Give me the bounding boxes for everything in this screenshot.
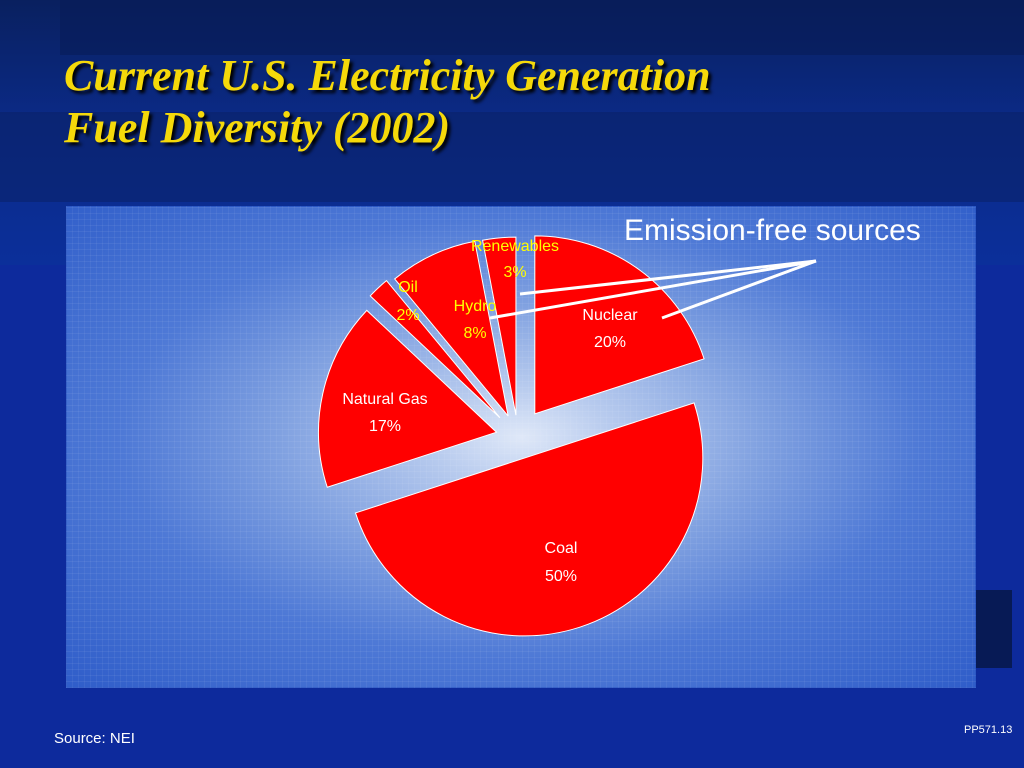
slice-value-hydro: 8% — [463, 325, 486, 342]
slice-label-oil: Oil — [398, 279, 418, 296]
pie-slice-natural-gas — [318, 309, 498, 488]
arrow-to-renewables — [519, 259, 817, 296]
pie-slice-oil — [369, 279, 501, 419]
slice-value-coal: 50% — [545, 568, 577, 585]
slice-value-renewables: 3% — [503, 264, 526, 281]
annotation-arrows — [489, 259, 817, 320]
slice-label-coal: Coal — [545, 540, 578, 557]
slice-label-nuclear: Nuclear — [582, 307, 638, 324]
slide-code: PP571.13 — [964, 724, 1013, 736]
pie-slice-nuclear — [534, 235, 705, 415]
slice-label-hydro: Hydro — [454, 298, 497, 315]
slice-value-nuclear: 20% — [594, 334, 626, 351]
background-strip — [60, 0, 1024, 55]
background-box — [972, 590, 1012, 668]
pie-slices — [318, 235, 705, 637]
slide-title: Current U.S. Electricity Generation Fuel… — [64, 50, 964, 154]
background-strip — [0, 112, 1024, 202]
pie-slice-hydro — [393, 240, 509, 417]
slice-value-natural-gas: 17% — [369, 418, 401, 435]
source-note: Source: NEI — [54, 730, 135, 747]
arrow-to-nuclear — [661, 259, 817, 320]
title-line-2: Fuel Diversity (2002) — [64, 103, 451, 152]
title-line-1: Current U.S. Electricity Generation — [64, 51, 711, 100]
slice-label-natural-gas: Natural Gas — [342, 391, 427, 408]
pie-slice-coal — [354, 402, 704, 637]
arrow-to-hydro — [489, 259, 817, 320]
pie-labels: Nuclear 20% Coal 50% Natural Gas 17% Oil 2% Hydr… — [342, 238, 638, 585]
pie-slice-renewables — [481, 236, 517, 416]
slice-value-oil: 2% — [396, 307, 419, 324]
emission-free-annotation: Emission-free sources — [624, 214, 921, 247]
slice-label-renewables: Renewables — [471, 238, 559, 255]
